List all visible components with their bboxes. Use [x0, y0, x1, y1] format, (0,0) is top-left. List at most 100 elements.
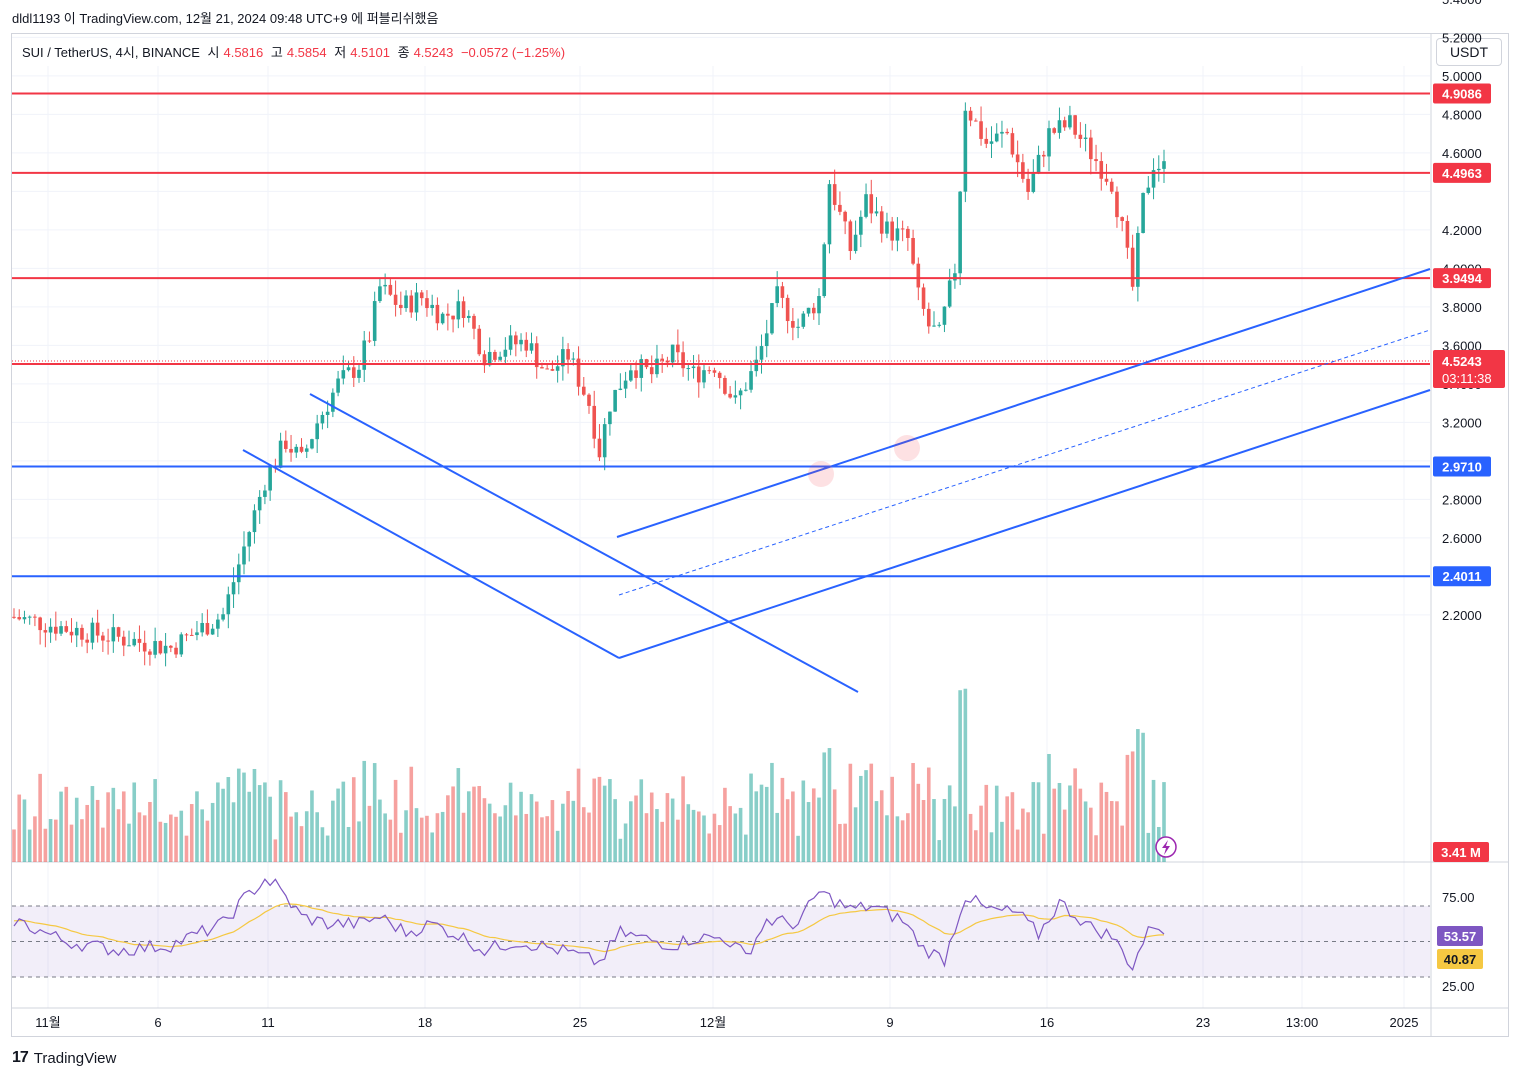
candle-body — [602, 424, 607, 458]
volume-bar — [728, 806, 732, 862]
volume-bar — [942, 798, 947, 862]
candle-body — [80, 627, 84, 640]
volume-bar — [1125, 754, 1130, 862]
volume-bar — [670, 798, 675, 862]
candle-body — [728, 393, 732, 398]
candle-body — [916, 263, 921, 288]
volume-bar — [874, 801, 879, 862]
candle-body — [1083, 137, 1088, 139]
volume-bar — [1109, 801, 1114, 862]
candle-body — [623, 380, 628, 389]
volume-bar — [644, 813, 649, 862]
price-axis[interactable]: 6.00005.80005.60005.40005.20005.00004.80… — [1442, 0, 1482, 623]
currency-button[interactable]: USDT — [1436, 38, 1502, 66]
candle-body — [749, 371, 753, 390]
volume-bar — [1036, 782, 1041, 862]
rsi-line — [13, 878, 1165, 971]
volume-bar — [27, 829, 32, 862]
candle-body — [446, 313, 450, 316]
candle-body — [101, 635, 105, 641]
volume-bar — [817, 797, 821, 862]
candle-body — [440, 313, 445, 324]
volume-bar — [932, 799, 936, 862]
volume-bar — [404, 810, 408, 862]
volume-bar — [242, 772, 246, 862]
candle-body — [576, 358, 581, 387]
candle-body — [555, 366, 560, 371]
volume-bar — [597, 776, 602, 862]
volume-bar — [890, 776, 894, 862]
volume-bar — [1089, 807, 1093, 862]
candle-body — [670, 344, 675, 363]
candle-body — [189, 634, 194, 636]
volume-bar — [848, 763, 853, 862]
volume-bar — [205, 820, 210, 862]
descending-channel-lower[interactable] — [242, 449, 620, 659]
candle-body — [247, 532, 252, 547]
volume-bar — [508, 782, 513, 862]
last-price-badge — [1433, 350, 1505, 388]
ascending-channel-lower[interactable] — [618, 389, 1431, 659]
volume-bar — [660, 821, 664, 862]
candle-body — [399, 304, 403, 309]
candle-body — [587, 394, 591, 406]
volume-bar — [116, 809, 121, 862]
candle-body — [1031, 173, 1036, 192]
lightning-icon[interactable] — [1155, 836, 1177, 858]
volume-bar — [754, 791, 759, 862]
volume-bar — [74, 797, 79, 862]
volume-bar — [169, 814, 173, 862]
candle-body — [1115, 191, 1119, 218]
candle-body — [1136, 232, 1140, 287]
candle-body — [142, 642, 147, 652]
candle-body — [1156, 168, 1161, 171]
open-value: 4.5816 — [223, 45, 264, 60]
volume-bar — [1162, 782, 1166, 862]
volume-bar — [801, 780, 806, 862]
volume-bar — [780, 777, 785, 862]
time-tick-label: 11 — [261, 1015, 275, 1030]
volume-bar — [101, 827, 105, 862]
last-price-text: 4.5243 — [1442, 354, 1482, 369]
volume-bar — [137, 812, 142, 862]
candle-body — [148, 651, 152, 655]
candle-body — [1146, 187, 1151, 193]
candle-body — [127, 645, 131, 647]
touch-marker — [808, 461, 834, 487]
tradingview-logo[interactable]: 17 TradingView — [12, 1049, 116, 1067]
volume-bar — [822, 752, 827, 862]
volume-bar — [696, 811, 701, 862]
volume-bar — [289, 816, 293, 862]
time-axis[interactable]: 11월 6 11 18 25 12월 9 16 23 13:00 2025 — [35, 1015, 1418, 1030]
volume-bar — [195, 791, 199, 862]
candle-body — [419, 292, 424, 299]
axis-badges: 4.90864.49633.94943.50332.97102.40114.52… — [1433, 83, 1505, 862]
candle-body — [1151, 170, 1156, 188]
candle-body — [1062, 120, 1067, 128]
candle-body — [221, 614, 225, 620]
volume-bar — [947, 785, 952, 862]
rsi-tick-label: 25.00 — [1442, 979, 1475, 994]
candle-body — [592, 405, 597, 439]
candle-body — [838, 204, 842, 212]
candle-body — [649, 367, 654, 375]
volume-bar — [221, 788, 225, 862]
candle-body — [712, 370, 717, 373]
candle-body — [629, 370, 633, 381]
close-label: 종 — [397, 45, 410, 60]
candle-body — [639, 359, 644, 378]
volume-bar — [1031, 782, 1036, 862]
volume-bar — [906, 813, 910, 862]
candle-body — [686, 368, 691, 370]
descending-channel-upper[interactable] — [309, 393, 859, 693]
candle-body — [383, 284, 387, 287]
candle-body — [137, 638, 142, 643]
trend-lines[interactable] — [242, 268, 1431, 693]
volume-bar — [639, 779, 644, 862]
ascending-channel-upper[interactable] — [616, 268, 1431, 538]
ascending-channel-mid[interactable] — [618, 329, 1431, 596]
volume-bar — [838, 823, 842, 862]
candle-body — [90, 622, 95, 643]
volume-bar — [926, 767, 931, 862]
